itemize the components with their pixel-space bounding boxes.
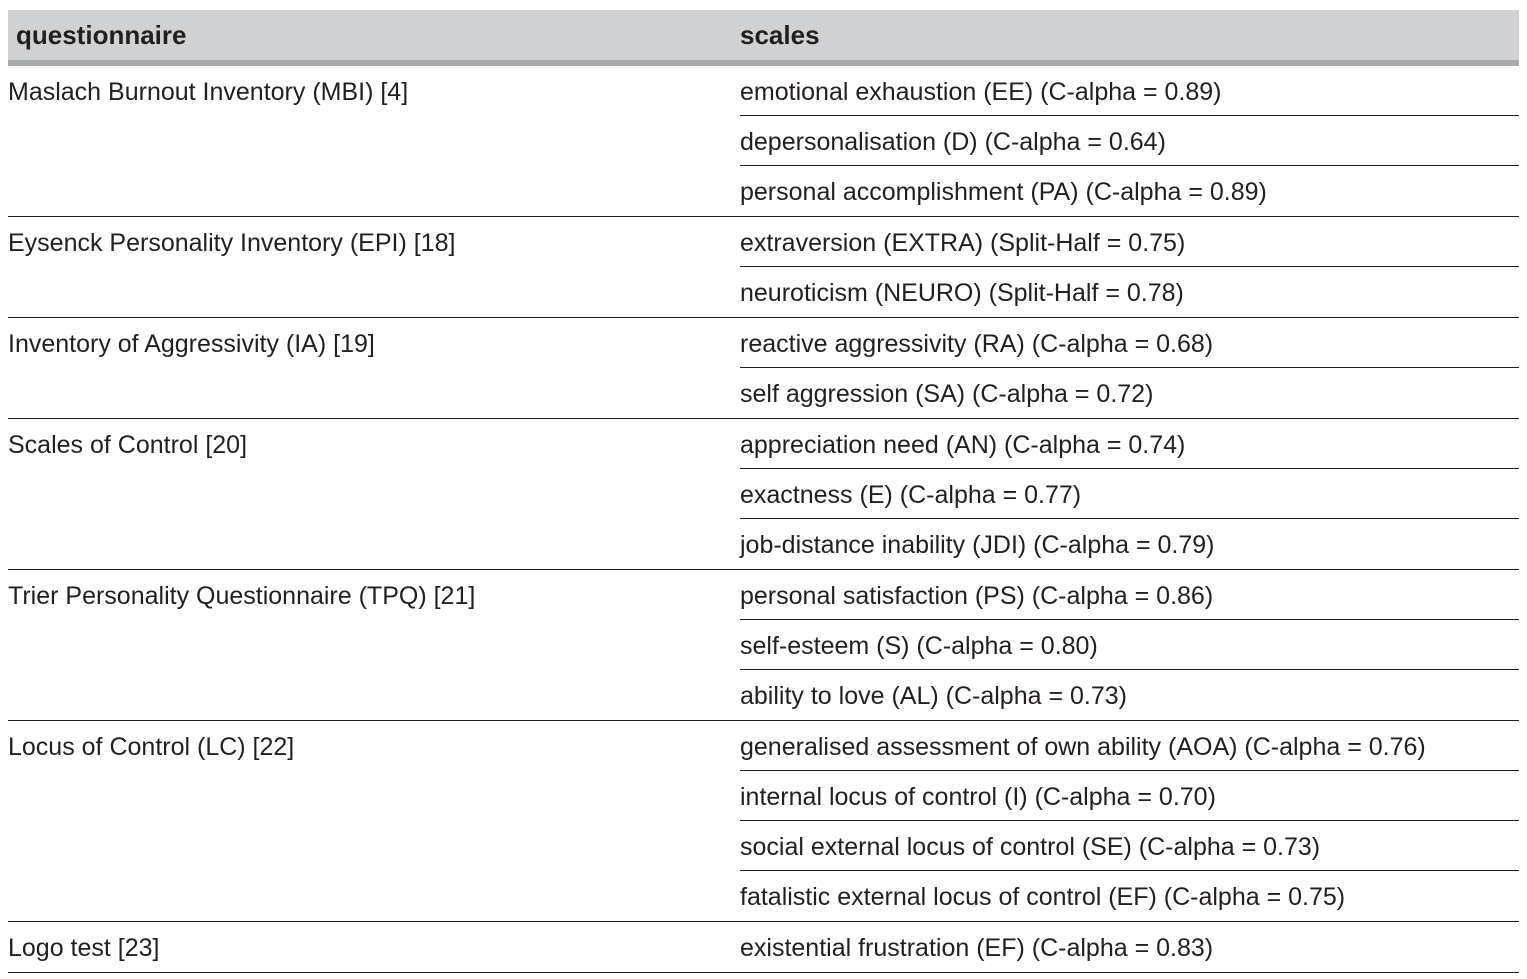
scales-cell: appreciation need (AN) (C-alpha = 0.74) e…: [740, 419, 1519, 569]
scale-item: personal satisfaction (PS) (C-alpha = 0.…: [740, 570, 1519, 620]
table-row-group: Inventory of Aggressivity (IA) [19] react…: [8, 318, 1519, 419]
scale-item: extraversion (EXTRA) (Split-Half = 0.75): [740, 217, 1519, 267]
scale-item: fatalistic external locus of control (EF…: [740, 883, 1346, 911]
table-row-group: Trier Personality Questionnaire (TPQ) [2…: [8, 570, 1519, 721]
questionnaire-cell: Eysenck Personality Inventory (EPI) [18]: [8, 229, 456, 257]
table-header: questionnaire scales: [8, 10, 1519, 66]
table-body: Maslach Burnout Inventory (MBI) [4] emoti…: [8, 66, 1519, 973]
scale-item: internal locus of control (I) (C-alpha =…: [740, 771, 1519, 821]
scale-item: social external locus of control (SE) (C…: [740, 821, 1519, 871]
scale-item: emotional exhaustion (EE) (C-alpha = 0.8…: [740, 66, 1519, 116]
header-scales: scales: [740, 20, 820, 50]
scales-cell: emotional exhaustion (EE) (C-alpha = 0.8…: [740, 66, 1519, 216]
scales-cell: existential frustration (EF) (C-alpha = …: [740, 922, 1519, 972]
scales-cell: extraversion (EXTRA) (Split-Half = 0.75)…: [740, 217, 1519, 317]
scale-item: exactness (E) (C-alpha = 0.77): [740, 469, 1519, 519]
table-row-group: Eysenck Personality Inventory (EPI) [18]…: [8, 217, 1519, 318]
questionnaire-cell: Trier Personality Questionnaire (TPQ) [2…: [8, 582, 476, 610]
questionnaire-scales-table: questionnaire scales Maslach Burnout Inv…: [8, 10, 1519, 973]
scale-item: reactive aggressivity (RA) (C-alpha = 0.…: [740, 318, 1519, 368]
questionnaire-cell: Logo test [23]: [8, 934, 160, 962]
scale-item: job-distance inability (JDI) (C-alpha = …: [740, 531, 1215, 559]
table-row-group: Locus of Control (LC) [22] generalised as…: [8, 721, 1519, 922]
scale-item: self aggression (SA) (C-alpha = 0.72): [740, 380, 1154, 408]
scale-item: self-esteem (S) (C-alpha = 0.80): [740, 620, 1519, 670]
questionnaire-cell: Inventory of Aggressivity (IA) [19]: [8, 330, 375, 358]
table-row-group: Logo test [23] existential frustration (E…: [8, 922, 1519, 973]
questionnaire-cell: Maslach Burnout Inventory (MBI) [4]: [8, 78, 409, 106]
scale-item: personal accomplishment (PA) (C-alpha = …: [740, 178, 1267, 206]
scale-item: ability to love (AL) (C-alpha = 0.73): [740, 682, 1127, 710]
scale-item: existential frustration (EF) (C-alpha = …: [740, 934, 1214, 962]
scale-item: depersonalisation (D) (C-alpha = 0.64): [740, 116, 1519, 166]
scale-item: generalised assessment of own ability (A…: [740, 721, 1519, 771]
questionnaire-cell: Locus of Control (LC) [22]: [8, 733, 295, 761]
scales-cell: reactive aggressivity (RA) (C-alpha = 0.…: [740, 318, 1519, 418]
table-row-group: Scales of Control [20] appreciation need …: [8, 419, 1519, 570]
scale-item: appreciation need (AN) (C-alpha = 0.74): [740, 419, 1519, 469]
header-questionnaire: questionnaire: [16, 20, 187, 50]
questionnaire-cell: Scales of Control [20]: [8, 431, 248, 459]
table-row-group: Maslach Burnout Inventory (MBI) [4] emoti…: [8, 66, 1519, 217]
scale-item: neuroticism (NEURO) (Split-Half = 0.78): [740, 279, 1184, 307]
scales-cell: generalised assessment of own ability (A…: [740, 721, 1519, 921]
scales-cell: personal satisfaction (PS) (C-alpha = 0.…: [740, 570, 1519, 720]
